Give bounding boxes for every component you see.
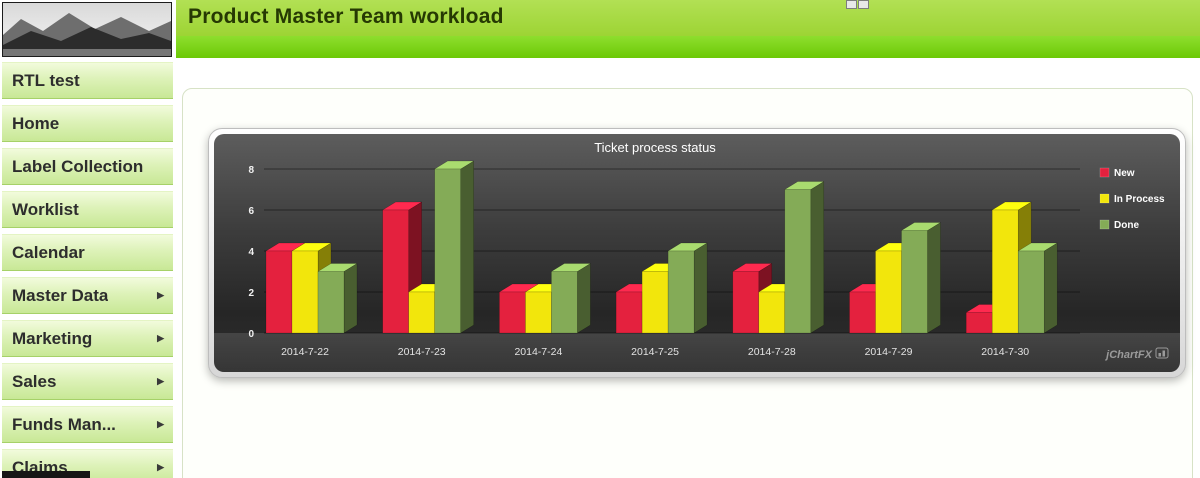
- watermark-icon-bar: [1162, 350, 1165, 357]
- x-axis-label: 2014-7-29: [865, 346, 913, 358]
- splitter-handle-icon[interactable]: [846, 0, 870, 9]
- handle-box-icon: [858, 0, 869, 9]
- x-axis-label: 2014-7-30: [981, 346, 1029, 358]
- bar-new: [732, 271, 760, 334]
- legend-label: In Process: [1114, 194, 1165, 205]
- bar-in-process: [875, 250, 902, 334]
- bar-in-process: [758, 291, 786, 334]
- sidebar-item-master-data[interactable]: Master Data ▶: [2, 277, 173, 314]
- bar-new: [499, 291, 526, 334]
- bar-in-process: [291, 250, 319, 334]
- handle-box-icon: [846, 0, 857, 9]
- chart-panel: Ticket process status 0 2 4 6 8 2014-7-22 2014-…: [214, 134, 1180, 372]
- chart-title: Ticket process status: [594, 140, 716, 155]
- sidebar-item-label: Marketing: [12, 328, 93, 348]
- header-strip: [176, 36, 1200, 58]
- bar-in-process: [991, 209, 1019, 334]
- bar-done: [1017, 250, 1045, 334]
- x-axis-band: [214, 333, 1180, 372]
- sidebar-item-label-collection[interactable]: Label Collection: [2, 148, 173, 185]
- submenu-arrow-icon: ▶: [157, 290, 164, 300]
- bar-done: [667, 250, 695, 334]
- sidebar-item-funds-management[interactable]: Funds Man... ▶: [2, 406, 173, 443]
- bar-new: [265, 250, 293, 334]
- mountain-photo: [3, 3, 171, 56]
- sidebar-bottom-image-strip: [2, 471, 90, 478]
- y-axis-label: 8: [248, 165, 254, 176]
- bar-new: [965, 312, 993, 334]
- bar-done: [434, 168, 461, 334]
- sidebar-item-label: RTL test: [12, 70, 80, 90]
- x-axis-label: 2014-7-24: [514, 346, 562, 358]
- bar-in-process: [641, 271, 669, 334]
- legend-label: Done: [1114, 220, 1139, 231]
- submenu-arrow-icon: ▶: [157, 419, 164, 429]
- legend-swatch: [1099, 193, 1110, 204]
- submenu-arrow-icon: ▶: [157, 376, 164, 386]
- sidebar-item-label: Worklist: [12, 199, 79, 219]
- bar-side: [343, 263, 358, 334]
- watermark-label: jChartFX: [1104, 349, 1153, 361]
- y-axis-label: 6: [248, 206, 254, 217]
- sidebar-item-label: Funds Man...: [12, 414, 116, 434]
- x-axis-label: 2014-7-25: [631, 346, 679, 358]
- bar-new: [615, 291, 643, 334]
- watermark-icon-bar: [1158, 353, 1161, 357]
- y-axis-label: 4: [248, 247, 254, 258]
- sidebar-item-home[interactable]: Home: [2, 105, 173, 142]
- submenu-arrow-icon: ▶: [157, 333, 164, 343]
- x-axis-label: 2014-7-23: [398, 346, 446, 358]
- bar-done: [901, 230, 928, 334]
- legend-swatch: [1099, 219, 1110, 230]
- bar-done: [317, 271, 345, 334]
- bar-done: [784, 189, 812, 334]
- sidebar-item-label: Home: [12, 113, 60, 133]
- header-band: Product Master Team workload: [176, 0, 1200, 36]
- logo-image: [2, 2, 172, 57]
- page-title: Product Master Team workload: [188, 5, 504, 28]
- chart-frame: Ticket process status 0 2 4 6 8 2014-7-22 2014-…: [208, 128, 1186, 378]
- bar-new: [849, 291, 876, 334]
- y-axis-label: 2: [248, 288, 254, 299]
- submenu-arrow-icon: ▶: [157, 462, 164, 472]
- bar-in-process: [408, 291, 435, 334]
- sidebar: RTL test Home Label Collection Worklist …: [0, 0, 176, 478]
- ticket-status-chart: Ticket process status 0 2 4 6 8 2014-7-22 2014-…: [214, 140, 1180, 372]
- bar-side: [460, 160, 474, 334]
- sidebar-item-label: Sales: [12, 371, 57, 391]
- watermark-icon: [1155, 347, 1169, 359]
- legend-label: New: [1114, 168, 1135, 179]
- x-axis-label: 2014-7-28: [748, 346, 796, 358]
- sidebar-item-marketing[interactable]: Marketing ▶: [2, 320, 173, 357]
- sidebar-item-sales[interactable]: Sales ▶: [2, 363, 173, 400]
- y-axis-label: 0: [248, 329, 254, 340]
- bar-side: [1043, 242, 1058, 334]
- bar-side: [810, 181, 825, 334]
- sidebar-item-label: Label Collection: [12, 156, 144, 176]
- bar-in-process: [525, 291, 552, 334]
- sidebar-item-label: Master Data: [12, 285, 109, 305]
- sidebar-item-calendar[interactable]: Calendar: [2, 234, 173, 271]
- bar-done: [551, 271, 578, 334]
- bar-side: [577, 263, 591, 334]
- sidebar-item-worklist[interactable]: Worklist: [2, 191, 173, 228]
- x-axis-label: 2014-7-22: [281, 346, 329, 358]
- bar-side: [927, 222, 941, 334]
- sidebar-item-rtl-test[interactable]: RTL test: [2, 62, 173, 99]
- bar-side: [693, 242, 708, 334]
- bar-new: [382, 209, 409, 334]
- legend-swatch: [1099, 167, 1110, 178]
- sidebar-item-label: Calendar: [12, 242, 85, 262]
